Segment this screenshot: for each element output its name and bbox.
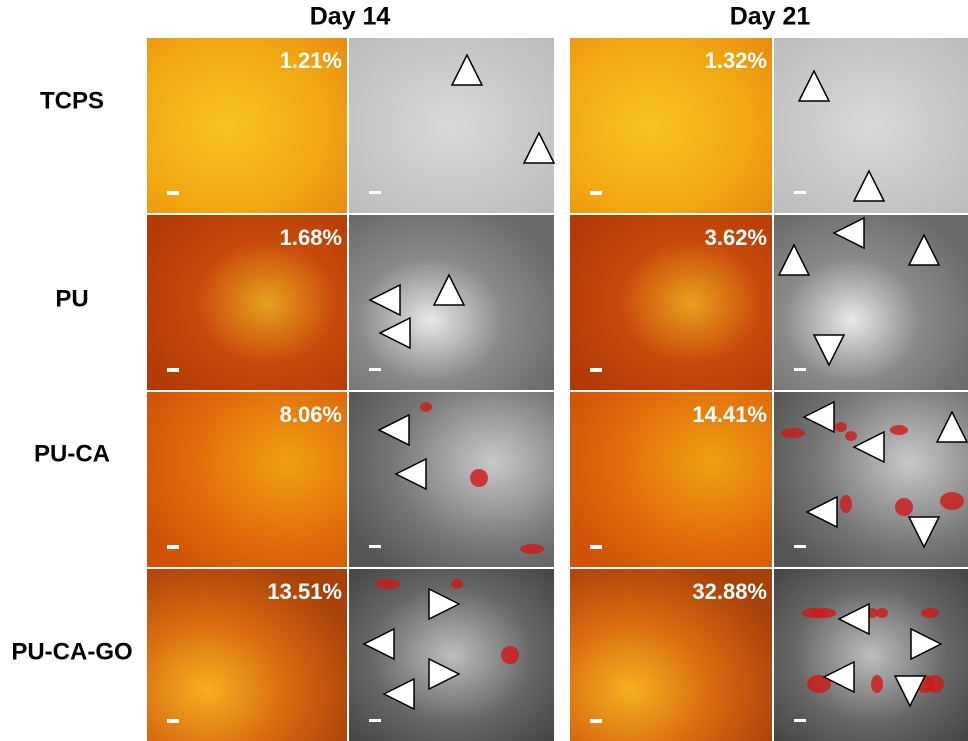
scale-bar <box>369 191 381 194</box>
percentage: 1.68% <box>280 225 342 250</box>
stain-spot <box>470 469 488 487</box>
scale-bar <box>167 368 179 372</box>
stain-spot <box>940 492 964 510</box>
stain-spot <box>376 579 400 589</box>
stain-spot <box>451 579 463 589</box>
grayscale-image <box>349 38 554 213</box>
row-label: PU-CA <box>34 440 110 467</box>
percentage: 32.88% <box>692 579 767 604</box>
stain-spot <box>781 428 805 438</box>
percentage: 13.51% <box>267 579 342 604</box>
percentage: 14.41% <box>692 402 767 427</box>
row-label: PU <box>55 285 88 312</box>
scale-bar <box>590 719 602 723</box>
scale-bar <box>794 368 806 371</box>
grayscale-image <box>774 569 968 741</box>
stain-spot <box>845 431 857 441</box>
scale-bar <box>167 719 179 723</box>
grayscale-image <box>349 569 554 741</box>
scale-bar <box>590 368 602 372</box>
row-label: TCPS <box>40 87 104 114</box>
scale-bar <box>369 368 381 371</box>
scale-bar <box>590 191 602 195</box>
percentage: 3.62% <box>705 225 767 250</box>
grayscale-image <box>774 392 968 567</box>
percentage: 8.06% <box>280 402 342 427</box>
stain-spot <box>802 608 826 618</box>
scale-bar <box>590 545 602 549</box>
stain-spot <box>835 422 847 432</box>
scale-bar <box>369 719 381 722</box>
scale-bar <box>794 545 806 548</box>
grayscale-image <box>349 392 554 567</box>
stain-spot <box>520 544 544 554</box>
panels <box>147 38 968 741</box>
column-header: Day 14 <box>310 3 391 31</box>
stain-spot <box>840 495 852 513</box>
scale-bar <box>167 545 179 549</box>
stain-spot <box>871 675 883 693</box>
scale-bar <box>167 191 179 195</box>
stain-spot <box>501 646 519 664</box>
percentage: 1.32% <box>705 48 767 73</box>
scale-bar <box>794 719 806 722</box>
stain-spot <box>420 402 432 412</box>
row-label: PU-CA-GO <box>11 638 132 665</box>
figure: Day 14 Day 21 TCPS 1.21% 1.32% PU 1.68% 3.62% PU… <box>0 0 968 741</box>
scale-bar <box>369 545 381 548</box>
column-header: Day 21 <box>730 3 811 31</box>
scale-bar <box>794 191 806 194</box>
stain-spot <box>890 425 908 435</box>
grayscale-image <box>774 215 968 390</box>
stain-spot <box>921 608 939 618</box>
percentage: 1.21% <box>280 48 342 73</box>
stain-spot <box>895 498 913 516</box>
